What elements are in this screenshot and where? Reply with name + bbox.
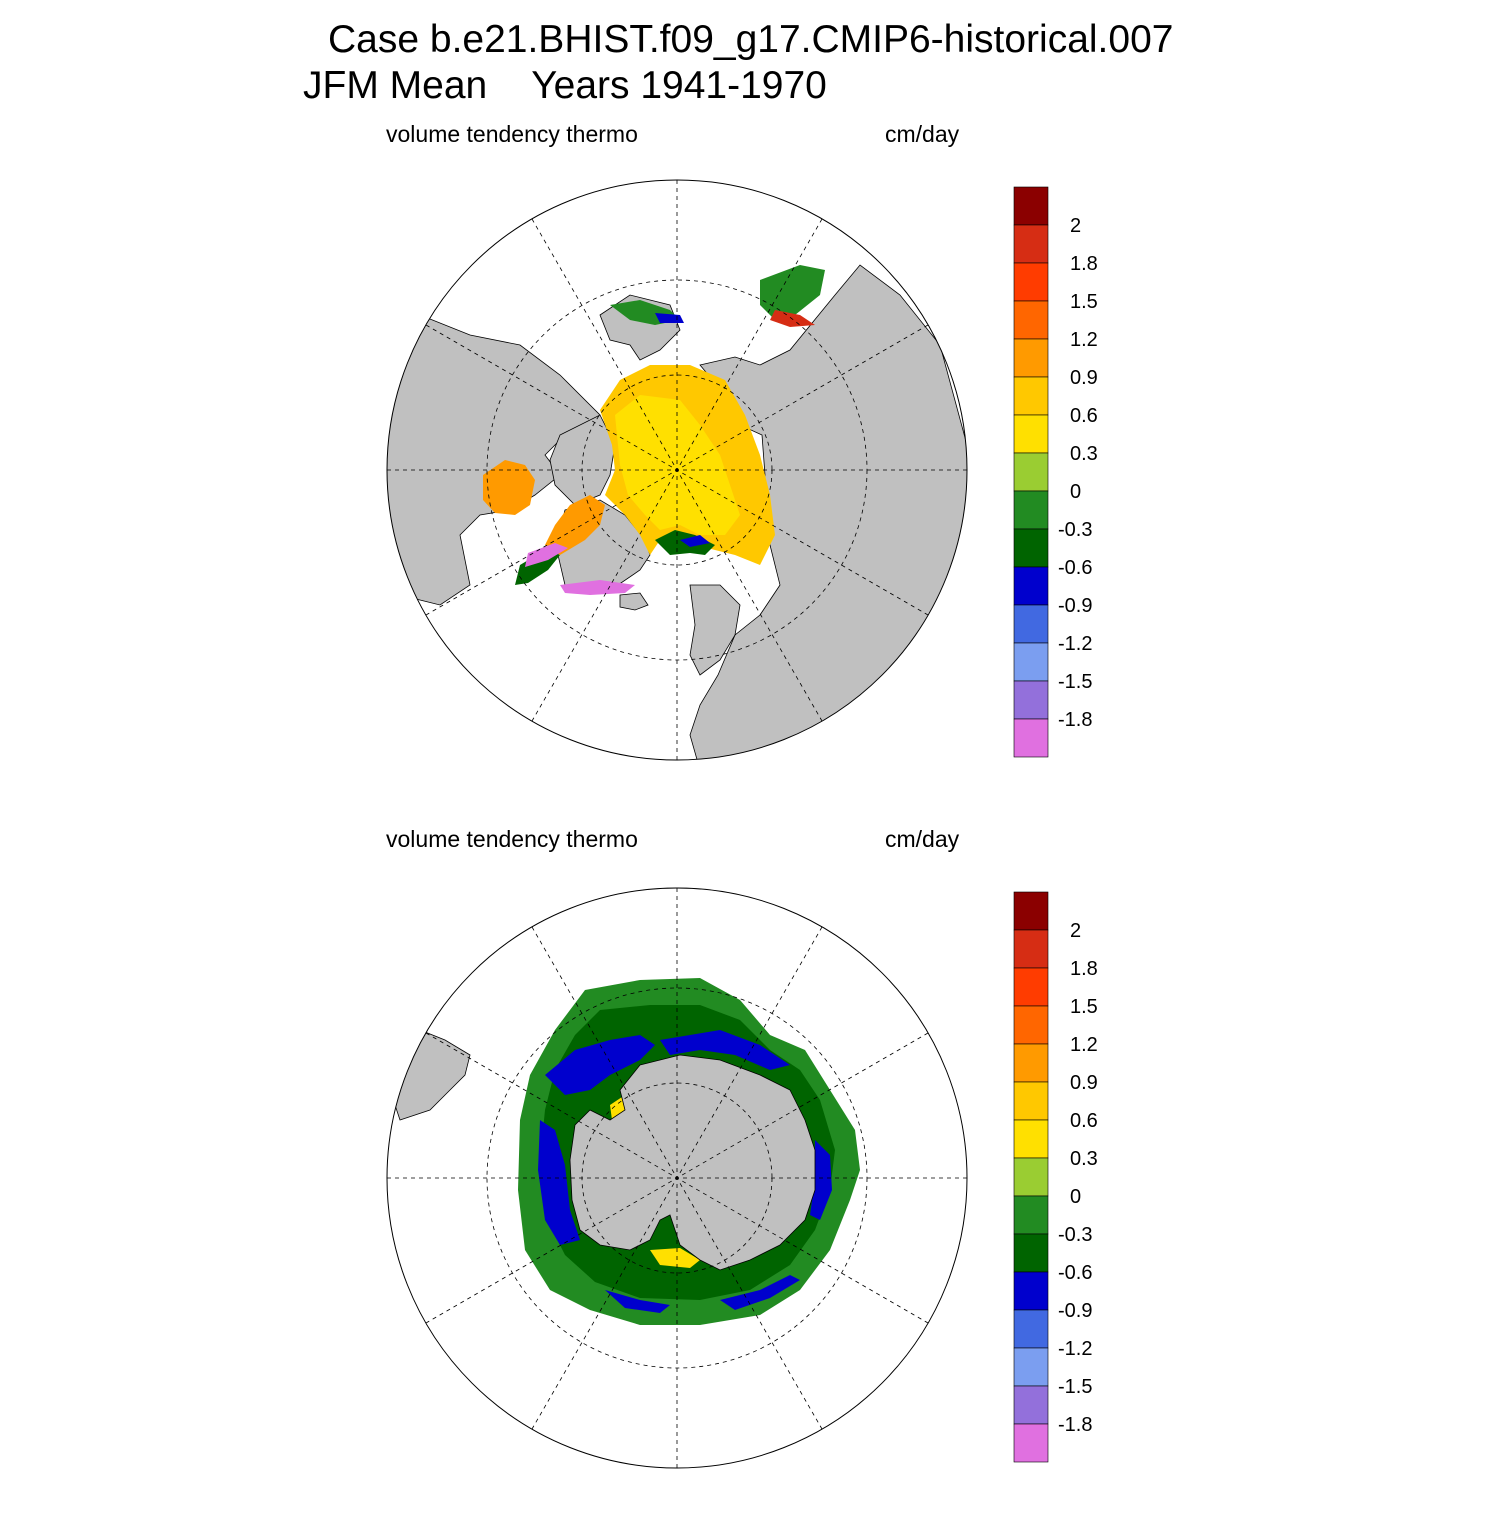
colorbar-tick-label: 1.2 [1070,1034,1098,1056]
colorbar-swatch [1013,224,1049,264]
barents-ice-edge-blue [680,535,710,547]
north-map-content [387,180,967,760]
colorbar-tick-label: -0.6 [1058,557,1092,579]
colorbar-swatch [1013,338,1049,378]
colorbar-tick-label: 1.8 [1070,958,1098,980]
colorbar-swatch [1013,967,1049,1007]
colorbar-swatch [1013,186,1049,226]
colorbar-swatch [1013,452,1049,492]
colorbar-swatch [1013,300,1049,340]
panel-north: volume tendency thermo cm/day [0,115,1500,820]
colorbar-tick-label: 0.9 [1070,367,1098,389]
south-polar-map: 2 1.8 1.5 1.2 0.9 0.6 0.3 0 -0.3 -0.6 -0.9 -1.2 -1.5… [386,887,1098,1469]
colorbar-swatch [1013,604,1049,644]
units-label-south: cm/day [885,826,960,852]
colorbar-swatch [1013,1081,1049,1121]
north-graticule [387,180,967,760]
units-label-north: cm/day [885,121,960,147]
south-map-border [386,887,968,1469]
colorbar-tick-label: -1.5 [1058,1376,1092,1398]
colorbar-swatch [1013,1233,1049,1273]
colorbar-swatch [1013,718,1049,758]
south-graticule [387,888,967,1468]
season-label: JFM Mean [303,64,488,107]
colorbar-tick-label: 1.5 [1070,996,1098,1018]
colorbar-tick-label: 0 [1070,481,1081,503]
colorbar-swatch [1013,566,1049,606]
colorbar-swatch [1013,1271,1049,1311]
colorbar-swatch [1013,1347,1049,1387]
variable-label-south: volume tendency thermo [386,826,638,852]
colorbar-tick-label: 0 [1070,1186,1081,1208]
okhotsk-sea-ice [760,265,825,320]
arctic-sea-ice-yellow [615,395,740,535]
okhotsk-ice-edge-red [770,310,815,327]
bering-ice-edge-blue [655,313,684,323]
colorbar-south: 2 1.8 1.5 1.2 0.9 0.6 0.3 0 -0.3 -0.6 -0.9 -1.2 -1.5… [1013,891,1098,1463]
colorbar-tick-label: -0.9 [1058,1300,1092,1322]
colorbar-swatch [1013,642,1049,682]
colorbar-tick-label: 2 [1070,920,1081,942]
north-map-border [386,179,968,761]
colorbar-swatch [1013,376,1049,416]
colorbar-tick-label: -0.3 [1058,1224,1092,1246]
colorbar-swatch [1013,1157,1049,1197]
panel-south: volume tendency thermo cm/day [0,820,1500,1525]
colorbar-swatch [1013,680,1049,720]
figure-title: Case b.e21.BHIST.f09_g17.CMIP6-historica… [328,18,1174,61]
colorbar-tick-label: -0.3 [1058,519,1092,541]
ross-ice-blue [538,1120,580,1245]
colorbar-tick-label: 1.2 [1070,329,1098,351]
pacific-ice-blue [720,1275,800,1310]
colorbar-tick-label: -0.9 [1058,595,1092,617]
south-map-content [387,888,967,1468]
east-antarctic-ice-blue [660,1030,790,1070]
colorbar-swatch [1013,1385,1049,1425]
colorbar-tick-label: 1.8 [1070,253,1098,275]
colorbar-swatch [1013,1195,1049,1235]
greenland-sea-ice-edge-violet [560,580,635,595]
variable-label-north: volume tendency thermo [386,121,638,147]
colorbar-swatch [1013,528,1049,568]
antarctica-land [569,1054,816,1271]
colorbar-swatch [1013,1119,1049,1159]
hudson-bay-ice [483,460,535,515]
colorbar-swatch [1013,262,1049,302]
ross-polynya-yellow [650,1248,700,1268]
colorbar-tick-label: 0.3 [1070,443,1098,465]
colorbar-swatch [1013,929,1049,969]
colorbar-tick-label: 0.3 [1070,1148,1098,1170]
colorbar-swatch [1013,1423,1049,1463]
colorbar-swatch [1013,414,1049,454]
years-label: Years 1941-1970 [531,64,827,107]
colorbar-swatch [1013,1005,1049,1045]
colorbar-swatch [1013,891,1049,931]
scandinavia-land [689,584,741,676]
colorbar-tick-label: 1.5 [1070,291,1098,313]
colorbar-swatch [1013,490,1049,530]
colorbar-tick-label: 0.6 [1070,405,1098,427]
weddell-ice-blue [545,1035,655,1095]
baffin-bay-ice [545,495,605,555]
figure-subtitle: JFM Mean Years 1941-1970 [303,64,827,108]
canadian-archipelago-land [549,414,616,506]
labrador-ice-edge-violet [525,543,568,567]
iceland-land [619,592,649,611]
north-polar-map: 2 1.8 1.5 1.2 0.9 0.6 0.3 0 -0.3 -0.6 -0.9 -1.2 -1.5… [386,179,1098,761]
colorbar-swatch [1013,1043,1049,1083]
colorbar-tick-label: 0.9 [1070,1072,1098,1094]
indian-sector-ice-blue [810,1140,832,1220]
colorbar-north: 2 1.8 1.5 1.2 0.9 0.6 0.3 0 -0.3 -0.6 -0.9 -1.2 -1.5… [1013,186,1098,758]
colorbar-tick-label: -0.6 [1058,1262,1092,1284]
colorbar-tick-label: -1.2 [1058,1338,1092,1360]
colorbar-swatch [1013,1309,1049,1349]
colorbar-tick-label: -1.8 [1058,1414,1092,1436]
colorbar-tick-label: -1.2 [1058,633,1092,655]
colorbar-tick-label: 0.6 [1070,1110,1098,1132]
amundsen-ice-blue [605,1290,670,1313]
colorbar-tick-label: -1.8 [1058,709,1092,731]
colorbar-tick-label: 2 [1070,215,1081,237]
colorbar-tick-label: -1.5 [1058,671,1092,693]
